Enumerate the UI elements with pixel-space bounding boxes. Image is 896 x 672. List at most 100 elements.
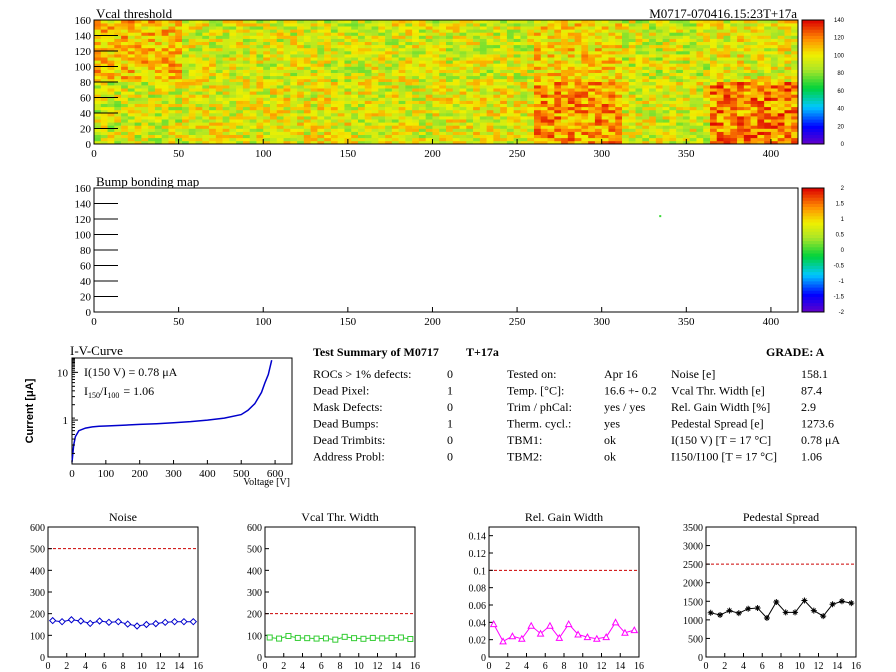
bump-y-tick-label: 80 — [80, 245, 92, 257]
pedestal-spread-title: Pedestal Spread — [743, 510, 819, 524]
gain-width-x-tick-label: 12 — [597, 661, 607, 672]
pedestal-spread-data-point — [829, 601, 836, 608]
iv-x-tick-label: 600 — [267, 468, 284, 480]
gain-width-data-point — [508, 632, 517, 640]
summary-condition-label: TBM2: — [507, 450, 542, 464]
gain-width-data-point — [574, 630, 582, 638]
gain-width-x-tick-label: 14 — [615, 661, 625, 672]
gain-width-y-tick-label: 0 — [481, 653, 486, 664]
vcal-width-plot: Vcal Thr. Width 0 2 4 6 8 10 12 14 16 0 100 200 300 40… — [247, 510, 420, 672]
bump-y-axis: 0 20 40 60 80 100 120 140 160 — [75, 183, 118, 319]
bump-y-tick-label: 60 — [80, 261, 92, 273]
vcal-y-tick-label: 20 — [80, 124, 92, 136]
iv-y-axis: 1 10 — [57, 358, 78, 454]
iv-y-tick-label: 1 — [63, 415, 69, 427]
bump-y-tick-label: 40 — [80, 276, 92, 288]
gain-width-y-tick-label: 0.02 — [469, 636, 487, 647]
vcal-width-y-tick-label: 100 — [247, 631, 262, 642]
pedestal-spread-data-point — [745, 605, 752, 612]
vcal-y-tick-label: 0 — [86, 139, 92, 151]
summary-value-label: Pedestal Spread [e] — [671, 417, 764, 431]
iv-xlabel: Voltage [V] — [243, 477, 290, 488]
bump-map-panel: Bump bonding map 0 50 100 150 200 250 300 350 40… — [75, 174, 845, 328]
noise-x-tick-label: 14 — [174, 661, 184, 672]
vcal-y-axis: 0 20 40 60 80 100 120 140 160 — [75, 15, 118, 151]
summary-defect-value: 0 — [447, 400, 453, 414]
noise-x-tick-label: 10 — [137, 661, 147, 672]
vcal-width-data-point — [276, 635, 283, 642]
pedestal-spread-data-point — [773, 599, 780, 606]
vcal-width-x-tick-label: 12 — [373, 661, 383, 672]
noise-data-point — [133, 622, 141, 630]
bump-x-axis: 0 50 100 150 200 250 300 350 400 — [91, 307, 780, 328]
noise-y-tick-label: 300 — [30, 588, 45, 599]
vcal-x-tick-label: 350 — [678, 148, 695, 160]
summary-defect-value: 0 — [447, 367, 453, 381]
noise-data-point — [95, 617, 104, 625]
summary-condition-label: Therm. cycl.: — [507, 417, 571, 431]
pedestal-spread-data-point — [801, 597, 808, 604]
noise-y-tick-label: 600 — [30, 523, 45, 534]
pedestal-spread-y-tick-label: 3000 — [683, 542, 703, 553]
vcal-x-tick-label: 50 — [173, 148, 185, 160]
bump-colorbar-tick-label: -1 — [839, 279, 845, 285]
noise-data-point — [77, 617, 85, 625]
pedestal-spread-data-point — [726, 607, 733, 614]
bump-x-tick-label: 150 — [340, 316, 357, 328]
vcal-width-y-tick-label: 600 — [247, 523, 262, 534]
noise-data-point — [114, 617, 123, 626]
bump-y-tick-label: 160 — [75, 183, 92, 195]
gain-width-data-point — [517, 634, 526, 642]
gain-width-x-tick-label: 10 — [578, 661, 588, 672]
vcal-width-y-tick-label: 500 — [247, 545, 262, 556]
pedestal-spread-x-tick-label: 14 — [832, 661, 842, 672]
bump-map-frame — [93, 187, 799, 313]
vcal-x-axis: 0 50 100 150 200 250 300 350 400 — [91, 139, 780, 160]
iv-x-tick-label: 300 — [165, 468, 182, 480]
gain-width-x-tick-label: 2 — [505, 661, 510, 672]
vcal-colorbar-tick-label: 100 — [834, 53, 845, 59]
summary-condition-value: yes — [604, 417, 620, 431]
gain-width-data-point — [602, 633, 611, 641]
vcal-y-tick-label: 140 — [75, 31, 92, 43]
iv-y-tick-label: 10 — [57, 367, 69, 379]
summary-defect-label: Dead Bumps: — [313, 417, 379, 431]
iv-x-tick-label: 0 — [69, 468, 75, 480]
bump-x-tick-label: 200 — [424, 316, 441, 328]
bump-x-tick-label: 250 — [509, 316, 526, 328]
bump-y-tick-label: 100 — [75, 230, 92, 242]
pedestal-spread-x-tick-label: 0 — [704, 661, 709, 672]
summary-condition-value: Apr 16 — [604, 367, 638, 381]
summary-value-value: 1.06 — [801, 450, 822, 464]
summary-condition-value: ok — [604, 433, 616, 447]
summary-value-label: Rel. Gain Width [%] — [671, 400, 770, 414]
pedestal-spread-y-tick-label: 0 — [698, 653, 703, 664]
summary-condition-label: Tested on: — [507, 367, 556, 381]
vcal-map-title: Vcal threshold — [96, 6, 173, 21]
summary-defects-list: ROCs > 1% defects: 0 Dead Pixel: 1 Mask Defe… — [313, 367, 453, 464]
vcal-width-y-tick-label: 400 — [247, 566, 262, 577]
bump-y-tick-label: 120 — [75, 214, 92, 226]
summary-condition-label: Trim / phCal: — [507, 400, 572, 414]
noise-plot: Noise 0 2 4 6 8 10 12 14 16 0 100 200 300 400 500 600 — [30, 510, 203, 672]
summary-value-label: Vcal Thr. Width [e] — [671, 384, 765, 398]
vcal-width-x-tick-label: 2 — [281, 661, 286, 672]
noise-data-point — [48, 616, 57, 625]
vcal-colorbar-tick-label: 0 — [841, 142, 845, 148]
vcal-x-tick-label: 300 — [593, 148, 610, 160]
pedestal-spread-y-tick-label: 2000 — [683, 579, 703, 590]
vcal-y-tick-label: 40 — [80, 108, 92, 120]
noise-title: Noise — [109, 510, 137, 524]
summary-conditions-list: Tested on: Apr 16 Temp. [°C]: 16.6 +- 0.2 Tr… — [507, 367, 657, 464]
gain-width-data-point — [499, 637, 507, 645]
bump-x-tick-label: 300 — [593, 316, 610, 328]
summary-defect-label: ROCs > 1% defects: — [313, 367, 411, 381]
vcal-width-data-point — [322, 635, 329, 642]
gain-width-x-tick-label: 6 — [543, 661, 548, 672]
noise-y-tick-label: 500 — [30, 545, 45, 556]
gain-width-data-point — [536, 629, 545, 637]
bump-y-tick-label: 20 — [80, 292, 92, 304]
gain-width-x-tick-label: 16 — [634, 661, 644, 672]
gain-width-plot: Rel. Gain Width 0 2 4 6 8 10 12 14 16 0 0.02 0.04 0.0… — [469, 510, 645, 672]
vcal-map-module-label: M0717-070416.15:23T+17a — [649, 6, 797, 21]
